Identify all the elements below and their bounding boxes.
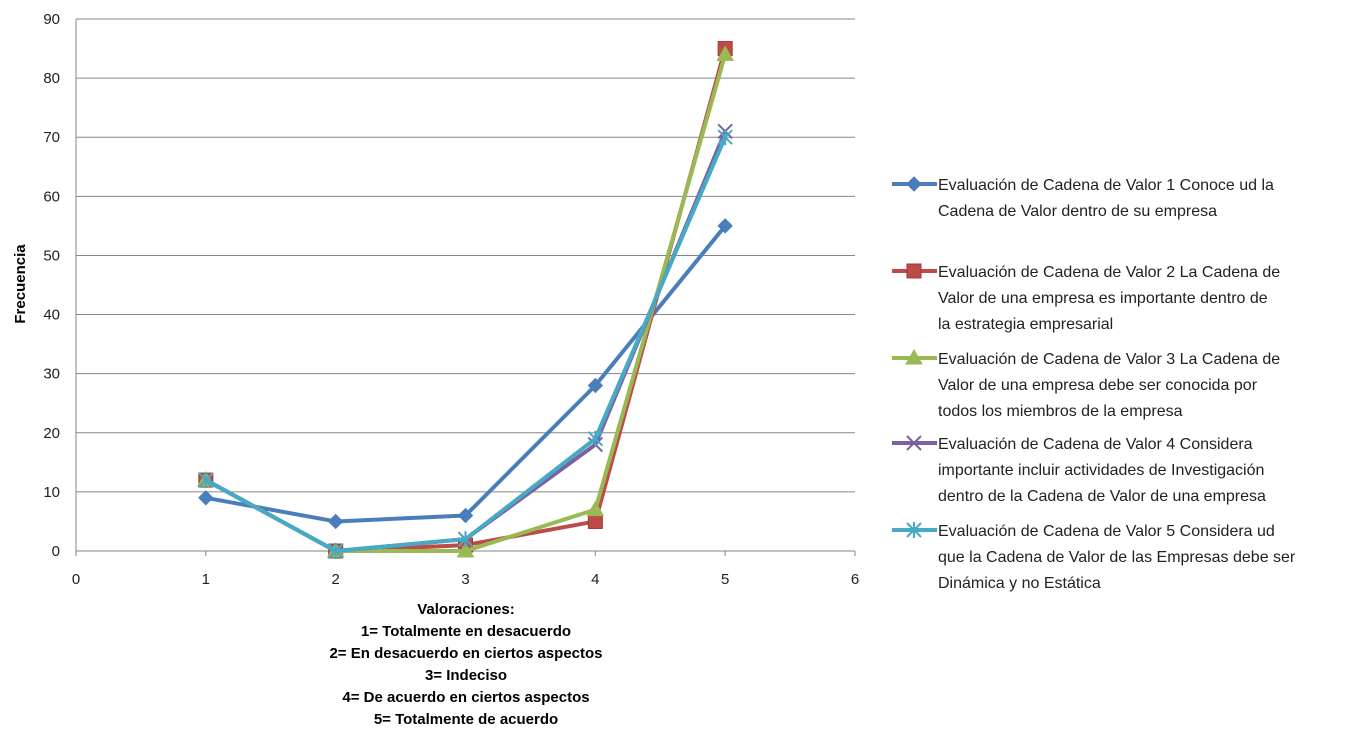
y-tick-label: 30 xyxy=(43,366,60,383)
series-layer xyxy=(196,41,735,559)
y-axis-label: Frecuencia xyxy=(12,244,29,324)
series-2 xyxy=(198,41,733,559)
data-point-triangle xyxy=(905,348,923,365)
x-axis-label: Valoraciones: 1= Totalmente en desacuerdo… xyxy=(329,601,602,728)
data-point-star xyxy=(587,430,604,447)
x-axis-label-line: 4= De acuerdo en ciertos aspectos xyxy=(342,689,589,706)
legend-item-2: Evaluación de Cadena de Valor 2 La Caden… xyxy=(892,263,1280,333)
x-tick-label: 1 xyxy=(202,571,210,588)
legend-item-4: Evaluación de Cadena de Valor 4 Consider… xyxy=(892,435,1266,505)
legend-label: Evaluación de Cadena de Valor 4 Consider… xyxy=(938,436,1253,453)
data-point-diamond xyxy=(198,490,214,506)
data-point-square xyxy=(587,513,603,529)
y-tick-label: 40 xyxy=(43,307,60,324)
y-tick-label: 10 xyxy=(43,484,60,501)
data-point-star xyxy=(457,531,474,548)
legend-label: la estrategia empresarial xyxy=(938,316,1113,333)
legend-label: Valor de una empresa es importante dentr… xyxy=(938,290,1268,307)
legend-label: dentro de la Cadena de Valor de una empr… xyxy=(938,488,1266,505)
series-4 xyxy=(198,123,733,559)
legend-label: Cadena de Valor dentro de su empresa xyxy=(938,203,1217,220)
legend-label: Evaluación de Cadena de Valor 1 Conoce u… xyxy=(938,177,1274,194)
y-tick-label: 50 xyxy=(43,247,60,264)
x-tick-label: 6 xyxy=(851,571,859,588)
data-point-diamond xyxy=(717,218,733,234)
data-point-triangle xyxy=(716,45,735,61)
data-point-triangle xyxy=(586,500,605,517)
legend-label: Valor de una empresa debe ser conocida p… xyxy=(938,377,1258,394)
data-point-diamond xyxy=(327,513,344,530)
data-point-square xyxy=(906,263,922,279)
series-5 xyxy=(198,129,733,559)
x-axis-label-line: 2= En desacuerdo en ciertos aspectos xyxy=(329,645,602,662)
legend-label: importante incluir actividades de Invest… xyxy=(938,462,1264,479)
y-tick-label: 20 xyxy=(43,425,60,442)
x-axis: 0 1 2 3 4 5 6 xyxy=(72,551,859,588)
legend-label: que la Cadena de Valor de las Empresas d… xyxy=(938,549,1296,566)
data-point-diamond xyxy=(457,507,474,524)
y-axis: 0 10 20 30 40 50 60 70 80 90 xyxy=(43,11,77,560)
data-point-x xyxy=(906,435,922,451)
series-line xyxy=(204,130,728,553)
x-axis-label-line: Valoraciones: xyxy=(417,601,515,618)
data-point-star xyxy=(198,472,214,489)
legend-label: todos los miembros de la empresa xyxy=(938,403,1183,420)
legend-label: Dinámica y no Estática xyxy=(938,575,1101,592)
y-tick-label: 60 xyxy=(43,188,60,205)
y-tick-label: 80 xyxy=(43,70,60,87)
y-tick-label: 0 xyxy=(52,543,60,560)
legend-item-3: Evaluación de Cadena de Valor 3 La Caden… xyxy=(892,348,1280,420)
data-point-star xyxy=(906,522,922,538)
x-tick-label: 2 xyxy=(331,571,339,588)
x-tick-label: 3 xyxy=(461,571,469,588)
x-axis-label-line: 5= Totalmente de acuerdo xyxy=(374,711,558,728)
x-axis-label-line: 1= Totalmente en desacuerdo xyxy=(361,623,571,640)
data-point-diamond xyxy=(906,176,922,192)
legend-label: Evaluación de Cadena de Valor 5 Consider… xyxy=(938,523,1275,540)
series-line xyxy=(204,53,728,553)
y-tick-label: 90 xyxy=(43,11,60,28)
series-line xyxy=(204,136,728,553)
legend-label: Evaluación de Cadena de Valor 2 La Caden… xyxy=(938,264,1280,281)
x-axis-label-line: 3= Indeciso xyxy=(425,667,507,684)
gridlines xyxy=(76,18,855,552)
y-tick-label: 70 xyxy=(43,129,60,146)
x-tick-label: 4 xyxy=(591,571,599,588)
legend: Evaluación de Cadena de Valor 1 Conoce u… xyxy=(892,176,1296,592)
data-point-triangle xyxy=(456,541,475,558)
series-line xyxy=(204,48,728,553)
legend-item-5: Evaluación de Cadena de Valor 5 Consider… xyxy=(892,522,1296,592)
series-1 xyxy=(198,218,733,530)
data-point-diamond xyxy=(587,377,604,394)
data-point-star xyxy=(717,129,733,146)
legend-item-1: Evaluación de Cadena de Valor 1 Conoce u… xyxy=(892,176,1274,220)
data-point-star xyxy=(327,543,344,559)
x-tick-label: 5 xyxy=(721,571,729,588)
x-tick-label: 0 xyxy=(72,571,80,588)
legend-label: Evaluación de Cadena de Valor 3 La Caden… xyxy=(938,351,1280,368)
